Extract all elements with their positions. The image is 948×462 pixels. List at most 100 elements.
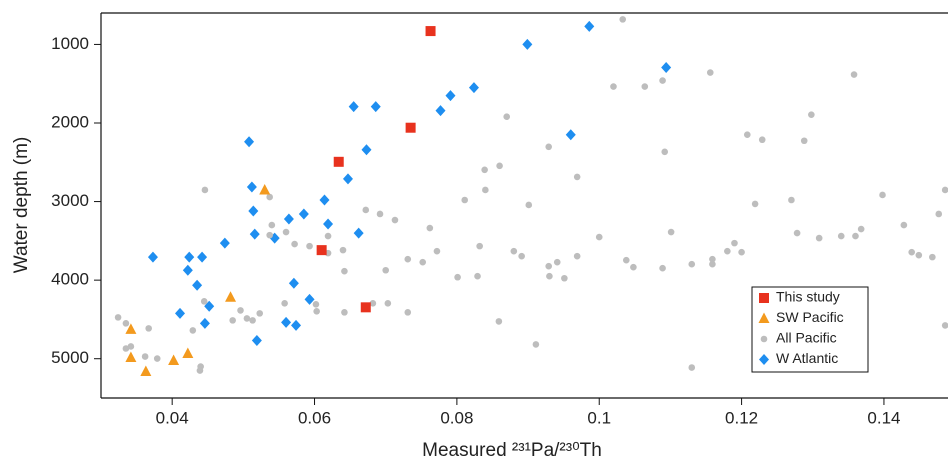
point bbox=[837, 232, 845, 240]
point bbox=[688, 260, 696, 268]
point bbox=[288, 277, 299, 289]
point bbox=[237, 307, 244, 314]
point bbox=[474, 272, 481, 280]
point bbox=[342, 173, 353, 185]
point bbox=[304, 293, 315, 305]
legend-label: All Pacific bbox=[776, 330, 837, 346]
point bbox=[319, 194, 330, 206]
point bbox=[298, 208, 309, 220]
point bbox=[281, 316, 292, 328]
point bbox=[256, 310, 264, 317]
x-tick-label: 0.1 bbox=[587, 408, 611, 427]
point bbox=[743, 131, 751, 139]
y-tick-label: 2000 bbox=[51, 112, 89, 131]
point bbox=[857, 225, 865, 233]
point bbox=[619, 16, 627, 23]
point bbox=[793, 229, 801, 237]
point bbox=[724, 247, 731, 255]
point bbox=[147, 251, 158, 263]
point bbox=[316, 245, 327, 256]
y-tick-label: 5000 bbox=[51, 348, 89, 367]
legend-marker bbox=[760, 335, 768, 343]
point bbox=[391, 216, 399, 224]
point bbox=[495, 318, 503, 325]
point bbox=[532, 341, 540, 348]
point bbox=[361, 144, 372, 156]
point bbox=[610, 83, 617, 90]
point bbox=[758, 136, 766, 144]
x-tick-label: 0.12 bbox=[725, 408, 758, 427]
point bbox=[482, 186, 489, 194]
point bbox=[192, 279, 203, 291]
y-tick-label: 1000 bbox=[51, 34, 89, 53]
point bbox=[561, 274, 568, 282]
point bbox=[313, 308, 320, 315]
point bbox=[369, 300, 377, 307]
point bbox=[244, 136, 255, 148]
point bbox=[435, 105, 446, 117]
point bbox=[468, 82, 479, 94]
point bbox=[266, 193, 273, 201]
point bbox=[815, 234, 823, 242]
point bbox=[348, 101, 359, 113]
x-tick-label: 0.08 bbox=[440, 408, 473, 427]
point bbox=[125, 323, 137, 334]
point bbox=[709, 255, 716, 263]
point bbox=[659, 264, 666, 272]
point bbox=[630, 263, 637, 271]
point bbox=[182, 264, 193, 276]
point bbox=[850, 71, 858, 78]
point bbox=[341, 267, 348, 275]
point bbox=[189, 327, 197, 334]
x-tick-label: 0.06 bbox=[298, 408, 331, 427]
point bbox=[225, 291, 237, 302]
point bbox=[496, 162, 503, 170]
point bbox=[879, 191, 886, 199]
point bbox=[376, 210, 384, 218]
point bbox=[852, 232, 859, 240]
point bbox=[114, 314, 122, 321]
point bbox=[476, 242, 483, 250]
point bbox=[306, 242, 313, 250]
point bbox=[248, 205, 259, 217]
point bbox=[433, 247, 441, 255]
point bbox=[751, 200, 759, 208]
point bbox=[127, 343, 135, 350]
point bbox=[339, 246, 347, 254]
point bbox=[362, 206, 370, 214]
x-tick-label: 0.14 bbox=[867, 408, 900, 427]
point bbox=[426, 224, 434, 232]
point bbox=[481, 166, 488, 174]
point bbox=[360, 302, 371, 313]
point bbox=[312, 301, 320, 308]
point bbox=[454, 273, 461, 281]
point bbox=[553, 258, 561, 266]
point bbox=[525, 201, 533, 209]
point bbox=[229, 317, 236, 324]
point bbox=[706, 69, 714, 76]
point bbox=[545, 262, 552, 270]
point bbox=[800, 137, 808, 145]
point bbox=[291, 240, 298, 248]
point bbox=[341, 309, 348, 316]
point bbox=[333, 156, 344, 167]
point bbox=[935, 210, 943, 218]
x-axis-label: Measured ²³¹Pa/²³⁰Th bbox=[422, 440, 602, 461]
point bbox=[196, 367, 204, 374]
point bbox=[503, 113, 511, 121]
point bbox=[510, 247, 518, 255]
legend-marker bbox=[759, 293, 769, 303]
point bbox=[405, 122, 416, 133]
y-tick-label: 4000 bbox=[51, 270, 89, 289]
point bbox=[251, 334, 262, 346]
point bbox=[667, 228, 675, 236]
point bbox=[200, 298, 208, 305]
x-tick-label: 0.04 bbox=[156, 408, 189, 427]
point bbox=[622, 256, 630, 264]
point bbox=[219, 237, 230, 249]
legend-label: SW Pacific bbox=[776, 309, 844, 325]
legend-marker bbox=[758, 312, 770, 323]
point bbox=[445, 90, 456, 102]
point bbox=[404, 255, 412, 263]
point bbox=[291, 319, 302, 331]
